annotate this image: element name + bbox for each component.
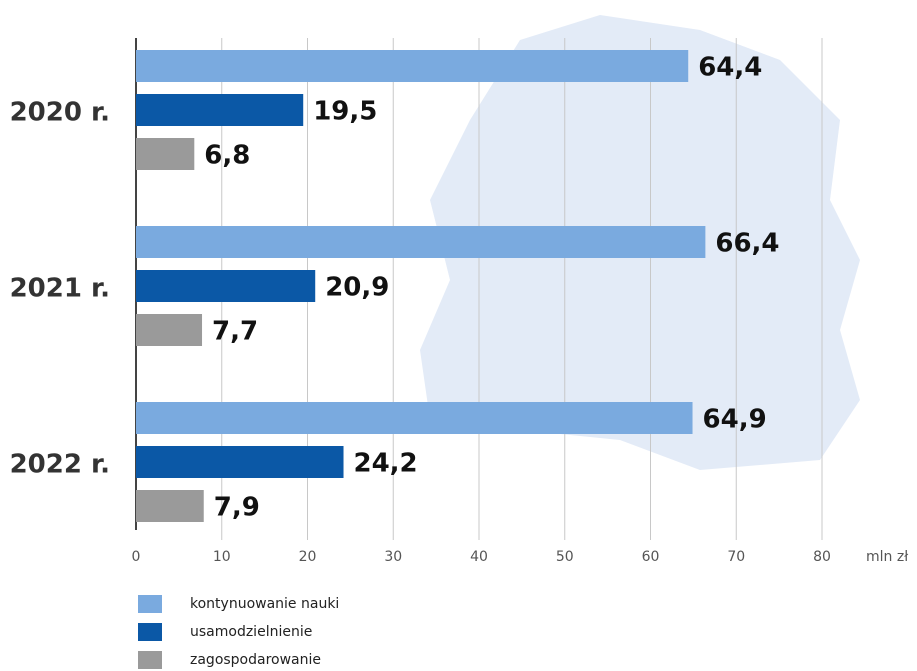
legend-swatch	[138, 651, 162, 669]
x-tick-label: 60	[642, 549, 660, 565]
y-tick-label: 2020 r.	[10, 98, 110, 128]
bar	[136, 402, 693, 434]
x-axis-label: mln zł	[866, 549, 908, 565]
legend-label: usamodzielnienie	[190, 624, 312, 640]
bar	[136, 138, 195, 170]
legend-label: zagospodarowanie	[190, 652, 321, 668]
legend-swatch	[138, 623, 162, 641]
legend-label: kontynuowanie nauki	[190, 596, 339, 612]
x-tick-label: 0	[132, 549, 141, 565]
bar	[136, 226, 706, 258]
x-tick-label: 70	[727, 549, 745, 565]
data-label: 24,2	[354, 449, 418, 479]
bar	[136, 94, 304, 126]
x-tick-label: 40	[470, 549, 488, 565]
data-label: 7,9	[214, 493, 260, 523]
x-tick-label: 80	[813, 549, 831, 565]
x-tick-label: 20	[299, 549, 317, 565]
x-tick-label: 10	[213, 549, 231, 565]
bar	[136, 314, 203, 346]
data-label: 7,7	[212, 317, 258, 347]
data-label: 66,4	[715, 229, 779, 259]
data-label: 64,4	[698, 53, 762, 83]
y-tick-label: 2021 r.	[10, 274, 110, 304]
x-tick-label: 30	[384, 549, 402, 565]
bar	[136, 50, 689, 82]
bar	[136, 446, 344, 478]
data-label: 20,9	[325, 273, 389, 303]
bar	[136, 270, 316, 302]
data-label: 64,9	[703, 405, 767, 435]
y-tick-label: 2022 r.	[10, 450, 110, 480]
x-tick-label: 50	[556, 549, 574, 565]
data-label: 19,5	[313, 97, 377, 127]
bar	[136, 490, 204, 522]
data-label: 6,8	[204, 141, 250, 171]
legend-swatch	[138, 595, 162, 613]
